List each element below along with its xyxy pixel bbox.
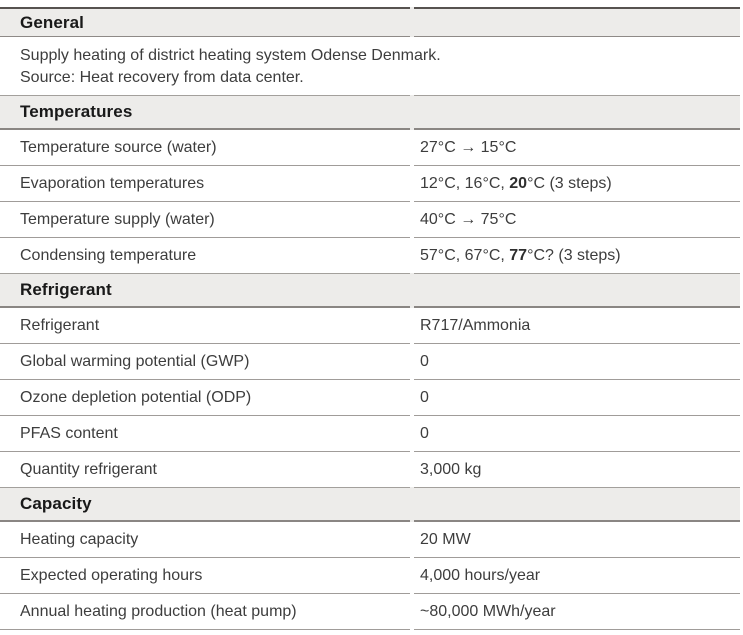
- section-header-capacity: Capacity: [0, 487, 740, 522]
- section-title: Temperatures: [20, 102, 133, 121]
- section-title-cell: Capacity: [0, 487, 410, 522]
- row-label: Quantity refrigerant: [20, 460, 157, 478]
- row-value: 0: [414, 344, 740, 380]
- table-row: Temperature supply (water) 40°C → 75°C: [0, 202, 740, 238]
- row-value: 57°C, 67°C, 77 °C? (3 steps): [414, 238, 740, 273]
- section-header-general: General: [0, 7, 740, 37]
- value-text: °C (3 steps): [527, 174, 612, 192]
- value-text: 27°C → 15°C: [420, 138, 517, 156]
- section-title-cell: Temperatures: [0, 95, 410, 130]
- row-label: Annual heating production (heat pump): [0, 594, 410, 630]
- table-row: Heating capacity 20 MW: [0, 522, 740, 558]
- section-header-refrigerant: Refrigerant: [0, 273, 740, 308]
- row-label: PFAS content: [0, 416, 410, 452]
- value-text: 0: [420, 424, 429, 442]
- section-header-spacer: [414, 273, 740, 308]
- table-row: Global warming potential (GWP) 0: [0, 344, 740, 380]
- value-bold-text: 20: [509, 174, 528, 192]
- spec-table: General Supply heating of district heati…: [0, 7, 740, 630]
- table-row: Temperature source (water) 27°C → 15°C: [0, 130, 740, 166]
- section-title-cell: Refrigerant: [0, 273, 410, 308]
- row-label: Temperature supply (water): [0, 202, 410, 238]
- row-value: 0: [414, 380, 740, 416]
- section-description: Supply heating of district heating syste…: [0, 37, 740, 95]
- row-value: 27°C → 15°C: [414, 130, 740, 166]
- table-row: Ozone depletion potential (ODP) 0: [0, 380, 740, 416]
- section-title: Refrigerant: [20, 280, 112, 299]
- table-row: Refrigerant R717/Ammonia: [0, 308, 740, 344]
- section-title: Capacity: [20, 494, 92, 513]
- section-header-spacer: [414, 487, 740, 522]
- table-row: PFAS content 0: [0, 416, 740, 452]
- section-header-spacer: [414, 95, 740, 130]
- value-text: 0: [420, 352, 429, 370]
- table-row: Quantity refrigerant 3,000 kg: [0, 452, 740, 487]
- row-label: Ozone depletion potential (ODP): [0, 380, 410, 416]
- value-text: 4,000 hours/year: [420, 566, 541, 584]
- value-text: 3,000 kg: [420, 460, 482, 478]
- value-text: 57°C, 67°C,: [420, 246, 510, 264]
- row-value: 40°C → 75°C: [414, 202, 740, 238]
- table-row: Expected operating hours 4,000 hours/yea…: [0, 558, 740, 594]
- row-value: 20 MW: [414, 522, 740, 558]
- row-value: ~80,000 MWh/year: [414, 594, 740, 630]
- section-header-temperatures: Temperatures: [0, 95, 740, 130]
- section-header-spacer: [414, 7, 740, 37]
- section-title: General: [20, 12, 85, 32]
- row-label: Evaporation temperatures: [0, 166, 410, 202]
- value-text: ~80,000 MWh/year: [420, 602, 556, 620]
- table-row: Condensing temperature 57°C, 67°C, 77 °C?…: [0, 238, 740, 273]
- section-title-cell: General: [0, 7, 410, 37]
- description-line-1: Supply heating of district heating syste…: [20, 47, 441, 64]
- table-row: Evaporation temperatures 12°C, 16°C, 20 °…: [0, 166, 740, 202]
- value-bold-text: 77: [509, 246, 528, 264]
- row-value: R717/Ammonia: [414, 308, 740, 344]
- table-row: Annual heating production (heat pump) ~8…: [0, 594, 740, 630]
- value-text: 20 MW: [420, 530, 471, 548]
- row-value: 3,000 kg: [414, 452, 740, 487]
- row-value: 0: [414, 416, 740, 452]
- row-label: Condensing temperature: [20, 246, 197, 264]
- row-label: Heating capacity: [0, 522, 410, 558]
- description-line-2: Source: Heat recovery from data center.: [20, 69, 304, 86]
- row-label: Refrigerant: [0, 308, 410, 344]
- row-label: Temperature source (water): [0, 130, 410, 166]
- row-label: Global warming potential (GWP): [0, 344, 410, 380]
- row-label: Expected operating hours: [0, 558, 410, 594]
- row-value: 4,000 hours/year: [414, 558, 740, 594]
- value-text: 12°C, 16°C,: [420, 174, 510, 192]
- value-text: 0: [420, 388, 429, 406]
- value-text: R717/Ammonia: [420, 316, 531, 334]
- value-text: °C? (3 steps): [527, 246, 621, 264]
- row-value: 12°C, 16°C, 20 °C (3 steps): [414, 166, 740, 202]
- value-text: 40°C → 75°C: [420, 210, 517, 228]
